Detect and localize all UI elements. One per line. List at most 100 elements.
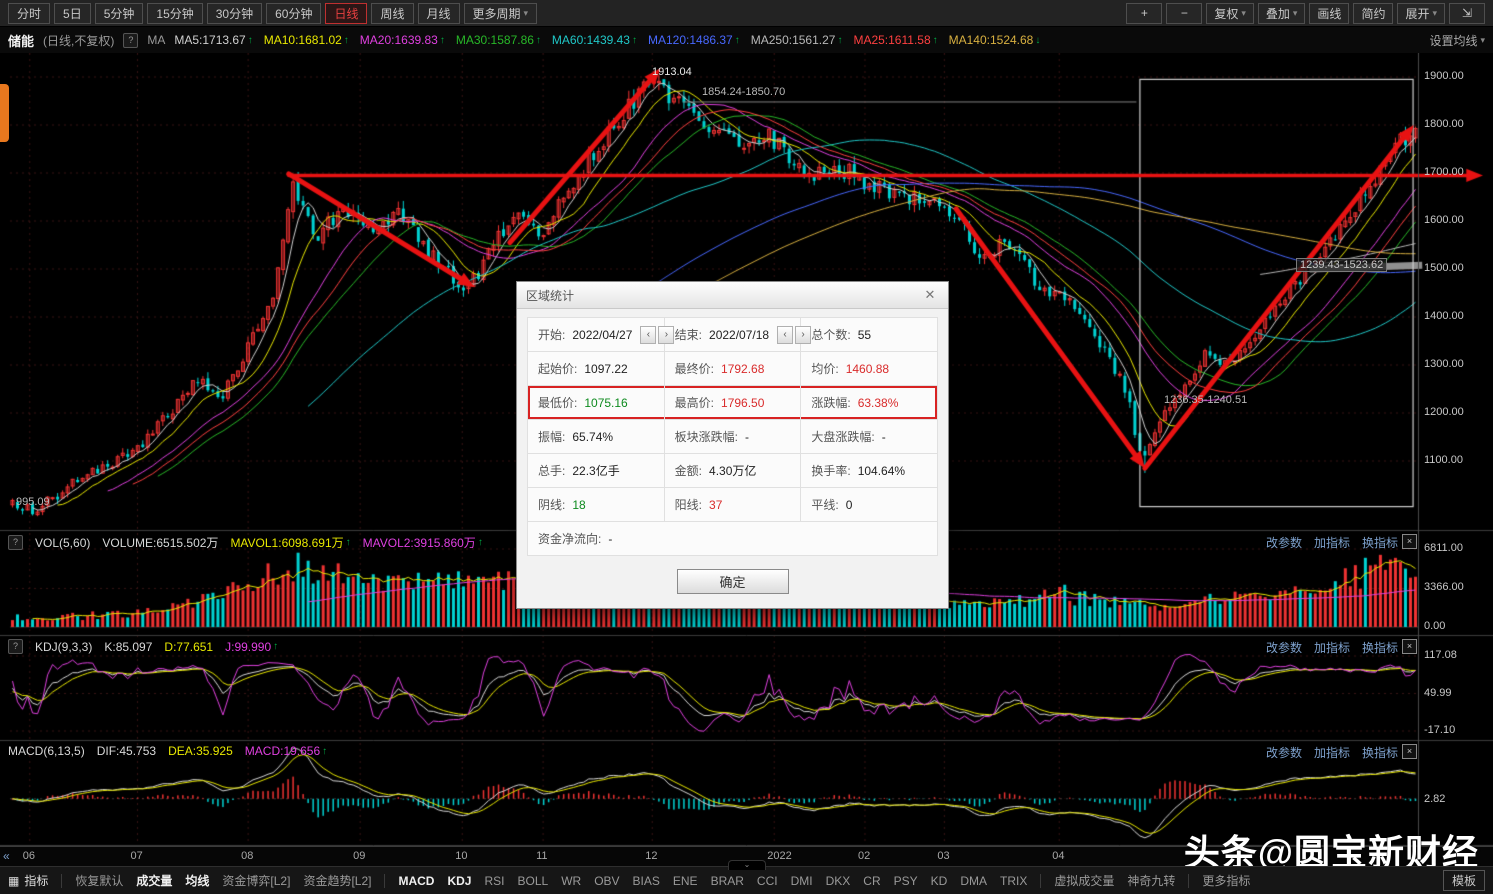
stat-value: 1097.22 <box>584 361 628 376</box>
add-indicator-link[interactable]: 加指标 <box>1313 641 1350 655</box>
indicator-button[interactable]: 恢复默认 <box>75 874 124 888</box>
indicator-button[interactable]: BOLL <box>517 873 549 888</box>
indicator-button[interactable]: BIAS <box>632 873 660 888</box>
help-icon[interactable]: ? <box>123 32 139 48</box>
volume-pane-header: ? VOL(5,60) VOLUME:6515.502万 MAVOL1:6098.69… <box>8 534 483 551</box>
indicator-button[interactable]: BRAR <box>710 873 744 888</box>
adjust-price-dropdown[interactable]: 复权 ▾ <box>1206 2 1254 24</box>
left-edge-tag[interactable] <box>0 84 9 142</box>
tab-more-periods[interactable]: 更多周期 ▾ <box>463 2 538 24</box>
indicator-button[interactable]: DKX <box>825 873 851 888</box>
stat-value: 1075.16 <box>584 395 628 410</box>
stat-cell: 金额: 4.30万亿 <box>665 454 802 487</box>
stat-label: 最高价: <box>674 396 715 410</box>
stat-label: 资金净流向: <box>538 532 602 546</box>
pane-close-icon[interactable]: × <box>1402 534 1417 549</box>
indicator-button[interactable]: 更多指标 <box>1202 874 1251 888</box>
draw-line-button[interactable]: 画线 <box>1309 2 1350 24</box>
change-params-link[interactable]: 改参数 <box>1265 536 1302 550</box>
change-params-link[interactable]: 改参数 <box>1265 641 1302 655</box>
template-button[interactable]: 模板 <box>1442 870 1485 891</box>
pane-close-icon[interactable]: × <box>1402 639 1417 654</box>
volume-pane-value: MAVOL2:3915.860万 ↑ <box>362 536 483 550</box>
arrow-up-icon: ↑ <box>932 34 938 46</box>
period-tab-label: 更多周期 <box>472 6 521 21</box>
indicator-button[interactable]: ENE <box>672 873 698 888</box>
arrow-up-icon: ↑ <box>273 641 279 652</box>
add-indicator-link[interactable]: 加指标 <box>1313 746 1350 760</box>
indicator-button[interactable]: 成交量 <box>136 874 173 888</box>
end-date-prev-button[interactable]: ‹ <box>777 325 794 344</box>
indicator-button[interactable]: 虚拟成交量 <box>1054 874 1115 888</box>
indicator-button[interactable]: 资金趋势[L2] <box>303 874 372 888</box>
indicator-button[interactable]: KDJ <box>447 873 472 888</box>
indicator-button[interactable]: CCI <box>756 873 778 888</box>
indicator-button[interactable]: PSY <box>893 873 918 888</box>
zoom-in-button[interactable]: + <box>1126 2 1163 24</box>
indicator-button[interactable]: 神奇九转 <box>1127 874 1176 888</box>
y-axis-label: 0.00 <box>1424 620 1446 632</box>
ma-settings-dropdown[interactable]: 设置均线 ▾ <box>1429 32 1485 49</box>
change-params-link[interactable]: 改参数 <box>1265 746 1302 760</box>
period-tab-label: 60分钟 <box>275 6 313 21</box>
tab-30min[interactable]: 30分钟 <box>206 2 263 24</box>
start-date-label: 开始: <box>538 328 566 342</box>
tab-intraday[interactable]: 分时 <box>8 2 51 24</box>
kdj-pane-title: KDJ(9,3,3) <box>35 639 93 654</box>
stat-value: - <box>608 531 613 546</box>
stat-value: - <box>881 429 886 444</box>
indicators-tab[interactable]: ▦ 指标 <box>8 872 48 889</box>
indicator-button[interactable]: 资金博弈[L2] <box>222 874 291 888</box>
tab-monthly[interactable]: 月线 <box>417 2 460 24</box>
ok-button[interactable]: 确定 <box>676 569 789 594</box>
indicator-button[interactable]: MACD <box>398 873 435 888</box>
indicator-button[interactable]: WR <box>561 873 582 888</box>
switch-indicator-link[interactable]: 换指标 <box>1361 746 1398 760</box>
indicator-button[interactable]: OBV <box>594 873 620 888</box>
x-axis-label: 2022 <box>767 850 792 862</box>
stat-value: 37 <box>709 497 723 512</box>
indicator-button[interactable]: TRIX <box>999 873 1028 888</box>
expand-button[interactable]: 展开 ▾ <box>1397 2 1445 24</box>
tab-60min[interactable]: 60分钟 <box>266 2 322 24</box>
indicator-button[interactable]: DMI <box>790 873 813 888</box>
end-date-next-button[interactable]: › <box>795 325 812 344</box>
chevron-double-left-icon[interactable]: « <box>3 849 10 863</box>
ma-value: MA140:1524.68 ↓ <box>948 33 1041 47</box>
dialog-close-icon[interactable]: ✕ <box>924 287 936 302</box>
tab-5min[interactable]: 5分钟 <box>94 2 144 24</box>
end-date-label: 结束: <box>674 328 703 342</box>
help-icon[interactable]: ? <box>8 639 23 654</box>
start-date-prev-button[interactable]: ‹ <box>640 325 657 344</box>
tab-weekly[interactable]: 周线 <box>371 2 414 24</box>
pane-close-icon[interactable]: × <box>1402 744 1417 759</box>
zoom-out-button-label: − <box>1180 6 1188 20</box>
simple-mode-button[interactable]: 简约 <box>1353 2 1394 24</box>
tab-daily[interactable]: 日线 <box>325 2 368 24</box>
zoom-out-button[interactable]: − <box>1166 2 1203 24</box>
indicator-button[interactable]: 均线 <box>185 874 210 888</box>
indicator-button[interactable]: CR <box>863 873 881 888</box>
tab-15min[interactable]: 15分钟 <box>147 2 203 24</box>
y-axis-label: -17.10 <box>1424 724 1456 736</box>
multi-pane-icon[interactable]: ⇲ <box>1449 2 1485 24</box>
stat-cell: 起始价: 1097.22 <box>528 352 665 385</box>
indicator-button[interactable]: RSI <box>484 873 505 888</box>
panel-collapse-handle[interactable]: ⌄ <box>728 860 766 870</box>
start-date-next-button[interactable]: › <box>658 325 675 344</box>
y-axis-label: 1900.00 <box>1424 70 1464 82</box>
indicator-button[interactable]: KD <box>930 873 948 888</box>
macd-pane-title: MACD(6,13,5) <box>8 744 85 758</box>
add-indicator-link[interactable]: 加指标 <box>1313 536 1350 550</box>
tab-5day[interactable]: 5日 <box>54 2 91 24</box>
overlay-dropdown[interactable]: 叠加 ▾ <box>1257 2 1306 24</box>
switch-indicator-link[interactable]: 换指标 <box>1361 536 1398 550</box>
help-icon[interactable]: ? <box>8 535 23 550</box>
dialog-title-bar[interactable]: 区域统计 ✕ <box>517 282 948 309</box>
arrow-up-icon: ↑ <box>734 34 740 46</box>
indicator-button[interactable]: DMA <box>960 873 987 888</box>
zoom-in-button-label: + <box>1140 6 1148 20</box>
chart-tools: + − 复权 ▾ 叠加 ▾ 画线 简约 展开 ▾ ⇲ <box>1126 2 1485 24</box>
arrow-up-icon: ↑ <box>837 34 843 46</box>
switch-indicator-link[interactable]: 换指标 <box>1361 641 1398 655</box>
